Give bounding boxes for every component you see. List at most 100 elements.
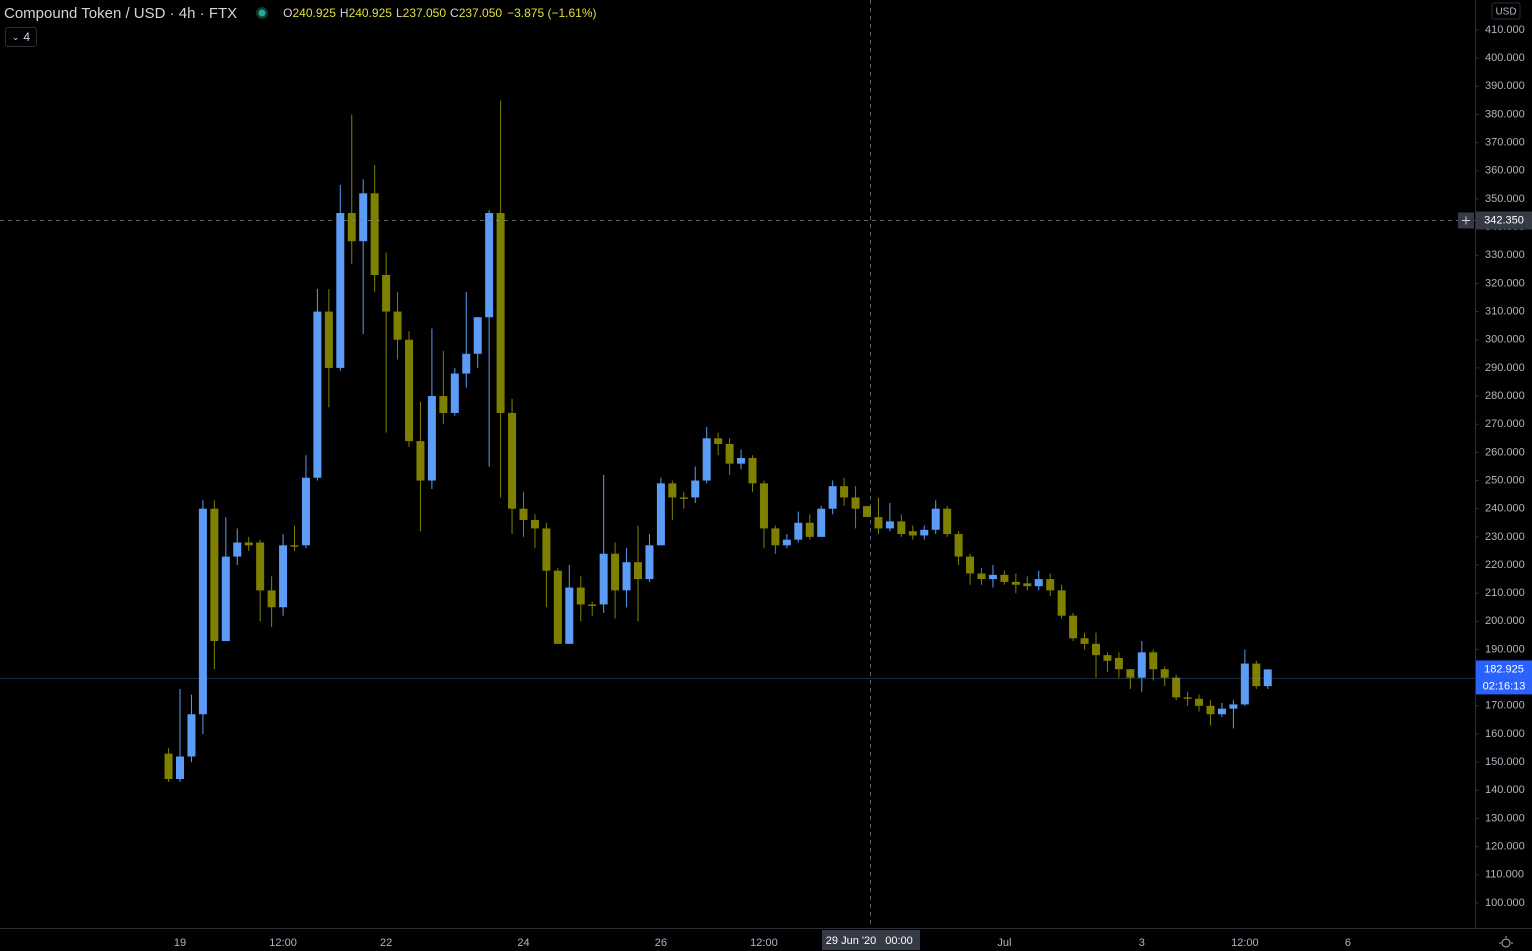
status-dot <box>256 7 269 19</box>
candle-body <box>714 438 723 444</box>
candle-body <box>622 562 631 591</box>
candle-body <box>794 522 803 540</box>
ohlc-value: 237.050 <box>458 6 503 20</box>
candle-body <box>565 587 574 644</box>
y-tick-label: 290.000 <box>1485 362 1525 374</box>
candle-body <box>1160 669 1169 678</box>
y-tick-label: 120.000 <box>1485 841 1525 853</box>
x-tick-label: 24 <box>517 937 529 949</box>
candle-body <box>176 756 184 780</box>
candle-body <box>759 483 768 529</box>
change: −3.875 (−1.61%) <box>507 6 597 20</box>
candle-body <box>1195 698 1204 706</box>
candle-body <box>164 753 173 780</box>
candle-body <box>863 506 871 518</box>
currency-box[interactable] <box>1491 2 1521 20</box>
candle-body <box>1057 590 1066 616</box>
candle-body <box>840 486 849 498</box>
y-tick-label: 240.000 <box>1485 503 1525 515</box>
candle-body <box>359 193 368 242</box>
y-tick-label: 400.000 <box>1485 52 1525 64</box>
candle-body <box>542 528 551 571</box>
ohlc-value: 240.925 <box>348 6 392 20</box>
candle-body <box>244 542 253 546</box>
x-tick-label: 12:00 <box>750 937 778 949</box>
candle-body <box>508 412 517 509</box>
candle-body <box>485 213 494 318</box>
candle-body <box>221 556 230 642</box>
candle-body <box>691 480 700 498</box>
candle-body <box>611 553 620 591</box>
candle-body <box>1011 581 1020 585</box>
candle-body <box>828 486 837 509</box>
candle-body <box>1000 574 1009 582</box>
candle-body <box>336 213 345 368</box>
crosshair-time: 00:00 <box>885 935 913 947</box>
candle-body <box>256 542 265 591</box>
y-tick-label: 140.000 <box>1485 784 1525 796</box>
candle-body <box>588 604 597 606</box>
y-tick-label: 210.000 <box>1485 587 1525 599</box>
indicator-toggle[interactable]: ⌄ 4 <box>5 27 37 47</box>
y-tick-label: 130.000 <box>1485 812 1525 824</box>
candle-body <box>530 519 539 529</box>
last-price-label: 182.925 <box>1484 663 1524 675</box>
x-tick-label: 3 <box>1139 937 1145 949</box>
last-price-box <box>1476 660 1532 695</box>
candle-body <box>737 458 746 464</box>
y-tick-label: 160.000 <box>1485 728 1525 740</box>
candle-body <box>1103 655 1112 661</box>
symbol-title[interactable]: Compound Token / USD · 4h · FTX <box>4 4 238 22</box>
candle-body <box>301 477 310 546</box>
candle-body <box>1240 663 1249 705</box>
y-tick-label: 320.000 <box>1485 277 1525 289</box>
y-tick-label: 100.000 <box>1485 897 1525 909</box>
crosshair-time-box <box>822 930 920 950</box>
candle-body <box>1252 663 1261 687</box>
y-tick-label: 330.000 <box>1485 249 1525 261</box>
candle-body <box>450 373 459 413</box>
ohlc-value: 237.050 <box>402 6 447 20</box>
candle-body <box>599 553 608 605</box>
candle-body <box>1172 677 1181 698</box>
candle-body <box>439 396 448 413</box>
y-tick-label: 390.000 <box>1485 80 1525 92</box>
y-tick-label: 350.000 <box>1485 193 1525 205</box>
candle-body <box>553 570 562 644</box>
candle-body <box>1217 708 1226 715</box>
x-tick-label: 19 <box>174 937 186 949</box>
candle-body <box>462 353 471 374</box>
candle-body <box>782 539 791 546</box>
settings-icon[interactable] <box>1499 936 1513 948</box>
candle-body <box>966 556 975 574</box>
candle-body <box>1149 652 1158 670</box>
candle-body <box>290 545 299 547</box>
y-tick-label: 380.000 <box>1485 108 1525 120</box>
candle-body <box>817 508 826 537</box>
candle-body <box>198 508 207 715</box>
y-tick-label: 110.000 <box>1485 869 1524 881</box>
candle-body <box>519 508 528 520</box>
candle-body <box>1206 705 1215 715</box>
y-tick-label: 280.000 <box>1485 390 1525 402</box>
candle-body <box>748 458 757 484</box>
ohlc-label: O <box>283 6 293 20</box>
candle-body <box>702 438 711 481</box>
candle-body <box>1126 669 1135 678</box>
candle-body <box>645 545 654 580</box>
legend: Compound Token / USD · 4h · FTX O 240.925… <box>4 3 597 23</box>
candle-body <box>1137 652 1146 678</box>
crosshair-date: 29 Jun '20 <box>826 935 876 947</box>
candle-body <box>210 508 219 642</box>
currency[interactable]: USD <box>1495 7 1516 18</box>
y-tick-label: 170.000 <box>1485 700 1525 712</box>
x-tick-label: 12:00 <box>269 937 297 949</box>
candle-body <box>233 542 242 557</box>
candle-body <box>405 339 413 442</box>
countdown: 02:16:13 <box>1483 680 1526 692</box>
x-tick-label: 26 <box>655 937 667 949</box>
candle-body <box>1092 643 1100 656</box>
ohlc-label: L <box>395 6 403 20</box>
y-tick-label: 150.000 <box>1485 756 1525 768</box>
